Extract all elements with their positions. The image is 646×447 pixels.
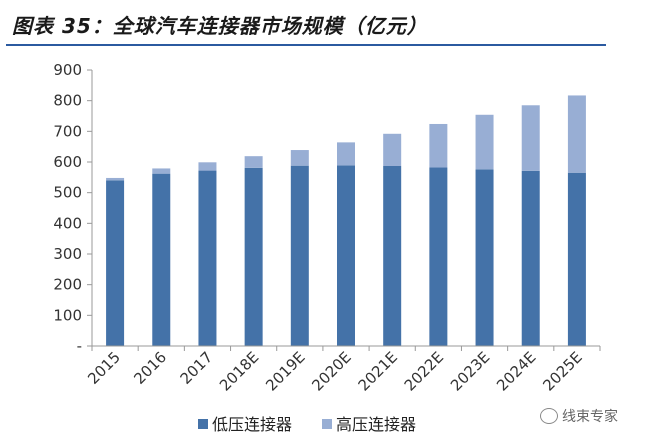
x-axis: 2015 2016 2017 2018E 2019E 2020E 2021E 2022E 202… [84,345,601,395]
bar-high-2022E [429,123,448,168]
legend-swatch-high [322,419,332,429]
bar-high-2017 [198,162,217,171]
bar-low-2022E [429,167,448,346]
x-tick-label: 2016 [130,348,170,388]
bar-high-2019E [290,150,309,166]
title-rule [6,44,606,46]
legend-label-high: 高压连接器 [336,415,416,434]
chart-title: 图表 35：全球汽车连接器市场规模（亿元） [12,14,428,38]
x-tick-label: 2018E [216,348,262,394]
watermark-text: 线束专家 [562,409,618,425]
bars [106,95,586,346]
bar-low-2023E [475,169,494,346]
bar-low-2025E [567,172,586,346]
y-tick-label: 100 [53,306,82,324]
x-tick-label: 2022E [401,348,447,394]
bar-high-2024E [521,105,540,171]
bar-high-2018E [244,156,263,168]
bar-high-2023E [475,114,494,170]
bar-low-2018E [244,167,263,346]
wechat-icon [540,408,558,424]
x-tick-label: 2020E [308,348,354,394]
y-tick-label: 800 [53,92,82,110]
x-tick-label: 2017 [177,348,217,388]
bar-high-2025E [567,95,586,173]
x-tick-label: 2025E [539,348,585,394]
y-tick-label: 600 [53,153,82,171]
bar-low-2020E [337,165,355,346]
watermark: 线束专家 [540,406,618,426]
x-tick-label: 2021E [355,348,401,394]
y-tick-label: - [77,337,82,355]
bar-low-2017 [198,170,217,346]
x-tick-label: 2015 [84,348,124,388]
bar-low-2024E [521,170,540,346]
x-tick-label: 2023E [447,348,493,394]
bar-low-2015 [106,180,125,346]
y-tick-label: 300 [53,245,82,263]
bar-high-2021E [383,133,402,166]
bar-high-2020E [337,142,355,166]
chart-header: 图表 35：全球汽车连接器市场规模（亿元） [0,0,646,46]
y-axis: - 100 200 300 400 500 600 700 800 900 [53,61,93,355]
bar-low-2019E [290,165,309,346]
y-tick-label: 400 [53,214,82,232]
x-tick-label: 2024E [493,348,539,394]
y-tick-label: 700 [53,122,82,140]
x-tick-label: 2019E [262,348,308,394]
y-tick-label: 200 [53,276,82,294]
y-tick-label: 500 [53,184,82,202]
legend: 低压连接器 高压连接器 [198,415,416,434]
legend-swatch-low [198,419,208,429]
legend-label-low: 低压连接器 [212,415,292,434]
bar-low-2016 [152,173,171,346]
bar-high-2015 [106,177,125,181]
y-tick-label: 900 [53,61,82,79]
bar-high-2016 [152,168,171,174]
bar-low-2021E [383,165,402,346]
